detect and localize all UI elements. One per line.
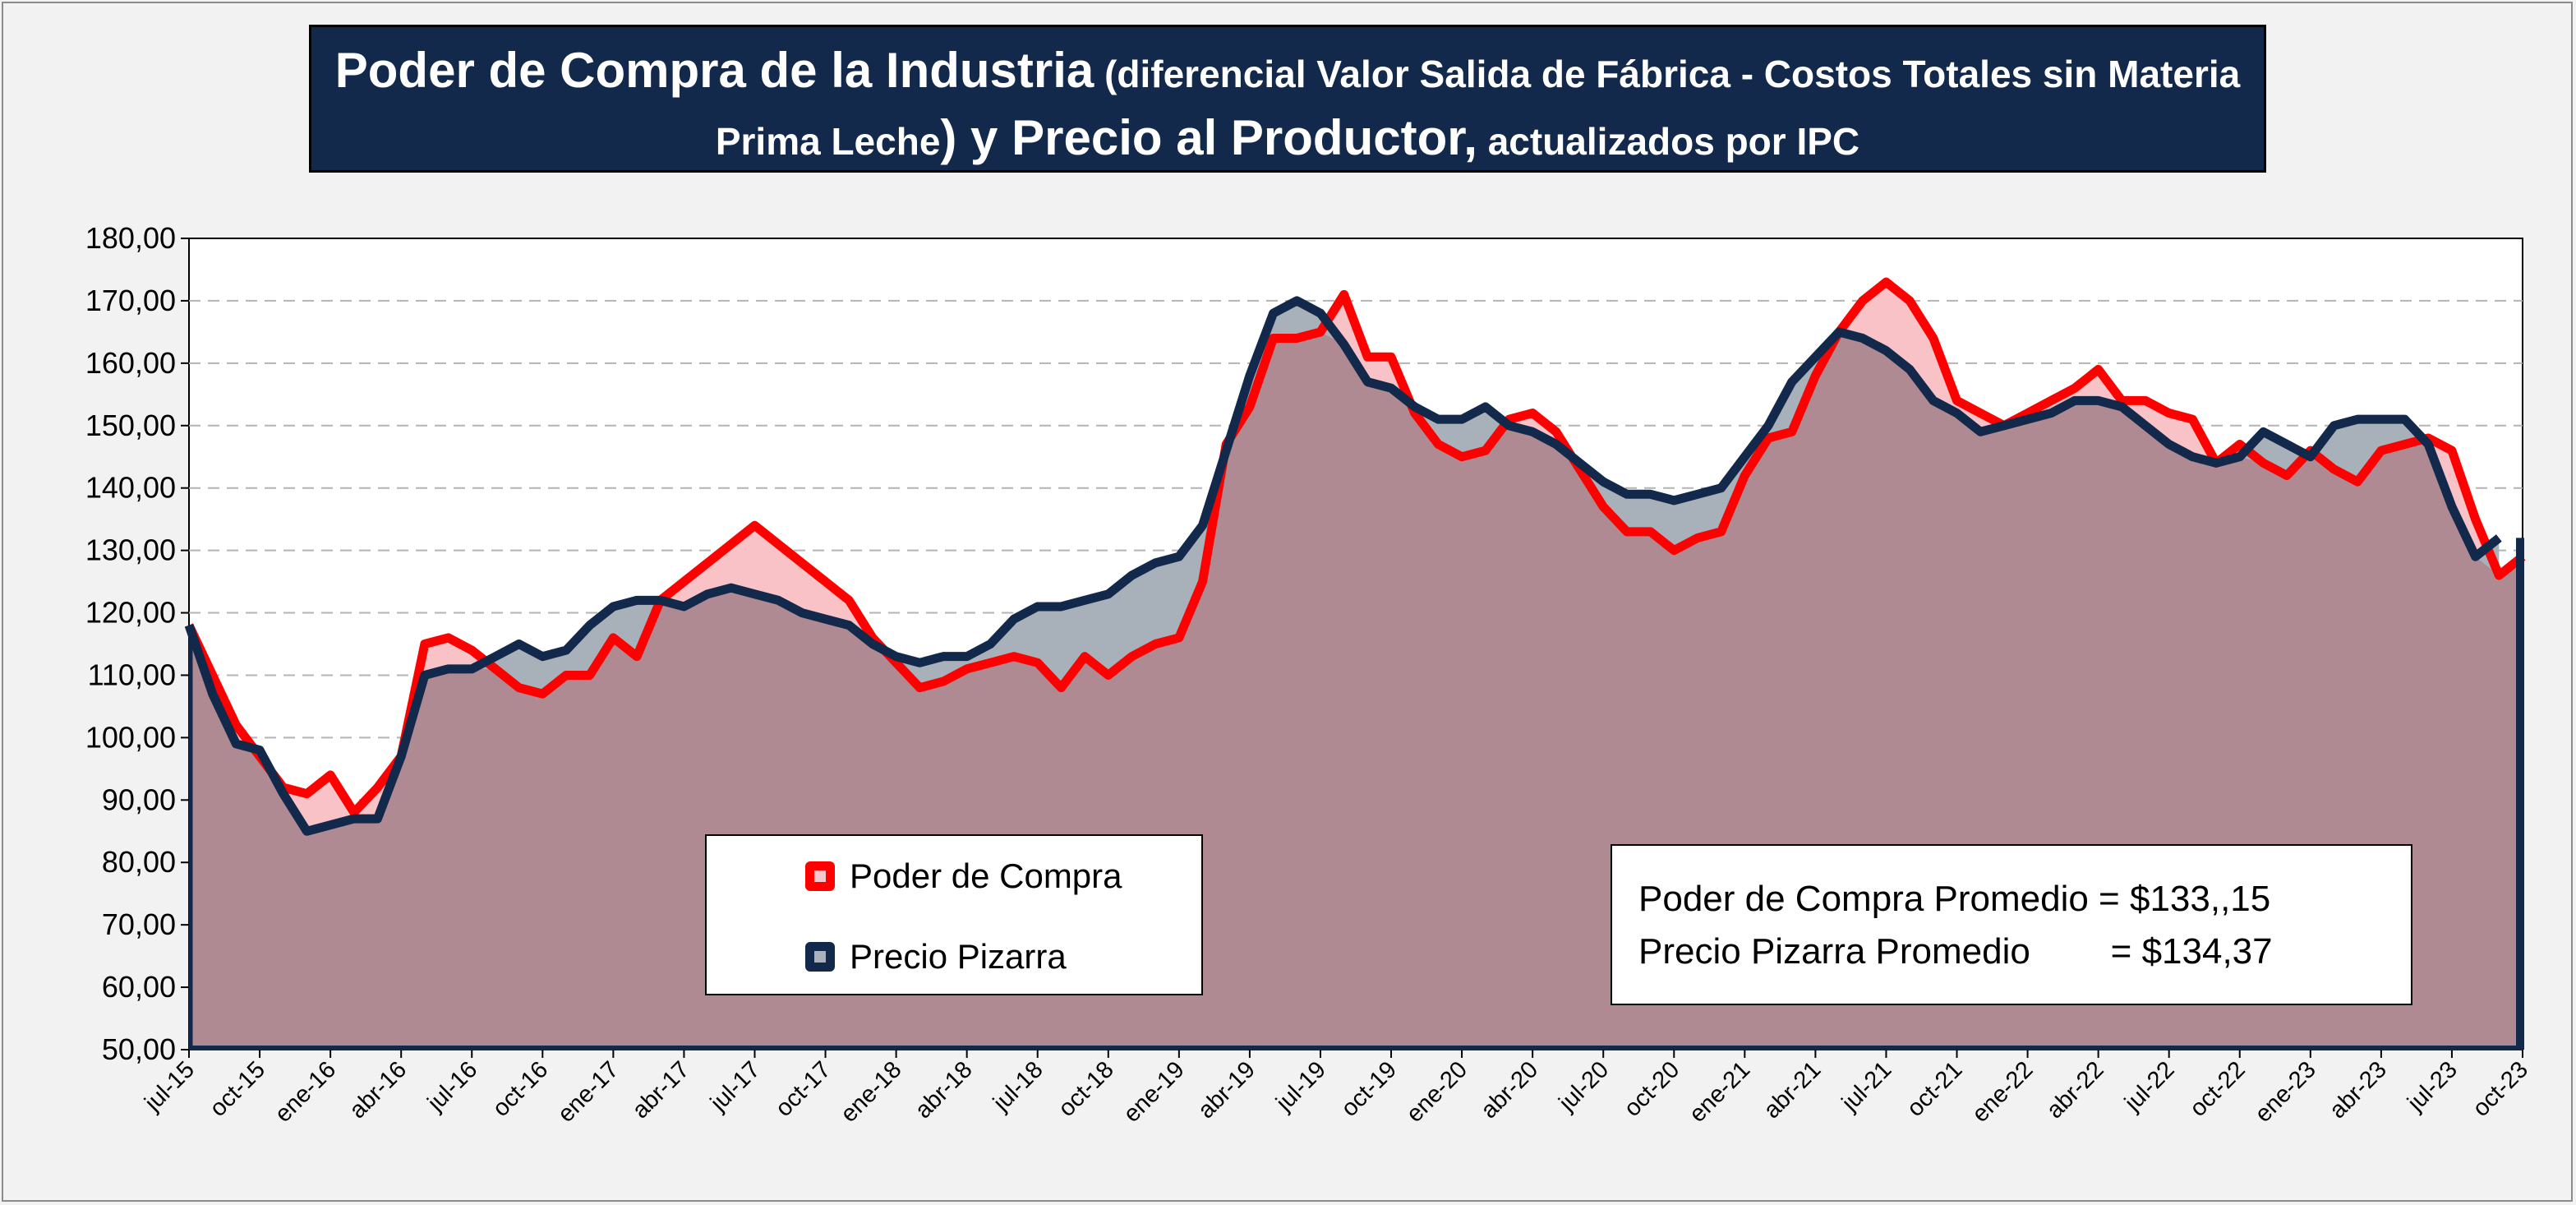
legend-item-precio-pizarra: Precio Pizarra: [805, 936, 1067, 977]
title-line-2: Prima Leche) y Precio al Productor, actu…: [311, 109, 2264, 166]
y-tick-label: 180,00: [85, 221, 176, 255]
x-tick-label: jul-16: [422, 1056, 482, 1116]
x-tick-label: oct-15: [205, 1056, 270, 1122]
x-tick-label: ene-23: [2250, 1056, 2320, 1127]
y-tick-label: 130,00: [85, 533, 176, 567]
y-tick-label: 140,00: [85, 471, 176, 505]
x-tick-label: oct-22: [2185, 1056, 2251, 1122]
legend-label-precio-pizarra: Precio Pizarra: [850, 937, 1067, 976]
legend-swatch-precio-pizarra: [805, 942, 835, 972]
x-tick-label: ene-19: [1118, 1056, 1189, 1127]
x-tick-label: ene-18: [836, 1056, 906, 1127]
averages-box: Poder de Compra Promedio = $133,,15 Prec…: [1611, 844, 2412, 1005]
y-tick-label: 90,00: [102, 783, 176, 816]
title-subtitle-part2: Prima Leche: [715, 120, 941, 163]
x-tick-label: jul-20: [1554, 1056, 1614, 1116]
x-axis-ticks: jul-15 oct-15 ene-16 abr-16 jul-16 oct-16 ene-…: [139, 1050, 2533, 1128]
x-tick-label: abr-21: [1758, 1056, 1826, 1124]
x-tick-label: ene-22: [1967, 1056, 2038, 1127]
series-line-precio-pizarra: [184, 296, 2502, 836]
y-tick-label: 100,00: [85, 720, 176, 754]
x-tick-label: abr-18: [910, 1056, 978, 1124]
title-line-1: Poder de Compra de la Industria (diferen…: [311, 42, 2264, 99]
chart-title: Poder de Compra de la Industria (diferen…: [309, 25, 2266, 173]
y-tick-label: 60,00: [102, 970, 176, 1004]
x-tick-label: oct-23: [2468, 1056, 2533, 1122]
x-tick-label: oct-16: [488, 1056, 554, 1122]
legend-label-poder-de-compra: Poder de Compra: [850, 856, 1122, 895]
legend-item-poder-de-compra: Poder de Compra: [805, 856, 1122, 897]
y-tick-label: 170,00: [85, 284, 176, 317]
y-tick-label: 70,00: [102, 907, 176, 941]
x-tick-label: oct-17: [771, 1056, 836, 1122]
average-precio-pizarra: Precio Pizarra Promedio = $134,37: [1638, 931, 2273, 972]
y-tick-label: 160,00: [85, 346, 176, 380]
y-tick-label: 50,00: [102, 1032, 176, 1066]
title-main-part2: ) y Precio al Productor,: [940, 110, 1477, 165]
x-tick-label: jul-22: [2119, 1056, 2179, 1116]
x-tick-label: ene-16: [270, 1056, 341, 1127]
x-tick-label: jul-18: [988, 1056, 1048, 1116]
average-poder-de-compra: Poder de Compra Promedio = $133,,15: [1638, 879, 2271, 919]
title-main: Poder de Compra de la Industria: [334, 43, 1094, 98]
x-tick-label: abr-22: [2042, 1056, 2109, 1124]
x-tick-label: ene-17: [553, 1056, 624, 1127]
x-tick-label: jul-21: [1836, 1056, 1896, 1116]
legend-swatch-poder-de-compra: [805, 861, 835, 891]
x-tick-label: jul-17: [705, 1056, 765, 1116]
x-tick-label: oct-20: [1620, 1056, 1685, 1122]
y-tick-label: 80,00: [102, 845, 176, 879]
y-axis-ticks: 50,00 60,00 70,00 80,00 90,00 100,00 110,00 120…: [85, 221, 189, 1066]
x-tick-label: ene-21: [1684, 1056, 1755, 1127]
title-subtitle-part3: actualizados por IPC: [1477, 120, 1860, 163]
x-tick-label: abr-17: [627, 1056, 694, 1124]
x-tick-label: oct-18: [1053, 1056, 1119, 1122]
x-tick-label: jul-19: [1270, 1056, 1330, 1116]
x-tick-label: oct-21: [1902, 1056, 1968, 1122]
x-tick-label: abr-23: [2325, 1056, 2392, 1124]
series-line-poder-de-compra: [185, 277, 2526, 817]
y-tick-label: 110,00: [88, 658, 176, 691]
x-tick-label: oct-19: [1336, 1056, 1402, 1122]
x-tick-label: abr-20: [1476, 1056, 1543, 1124]
x-tick-label: abr-19: [1193, 1056, 1260, 1124]
legend: Poder de Compra Precio Pizarra: [705, 834, 1203, 995]
y-tick-label: 120,00: [85, 596, 176, 630]
x-tick-label: jul-23: [2402, 1056, 2462, 1116]
y-tick-label: 150,00: [85, 409, 176, 442]
x-tick-label: ene-20: [1402, 1056, 1472, 1127]
title-subtitle-part1: (diferencial Valor Salida de Fábrica - C…: [1094, 53, 2241, 95]
x-tick-label: abr-16: [344, 1056, 412, 1124]
